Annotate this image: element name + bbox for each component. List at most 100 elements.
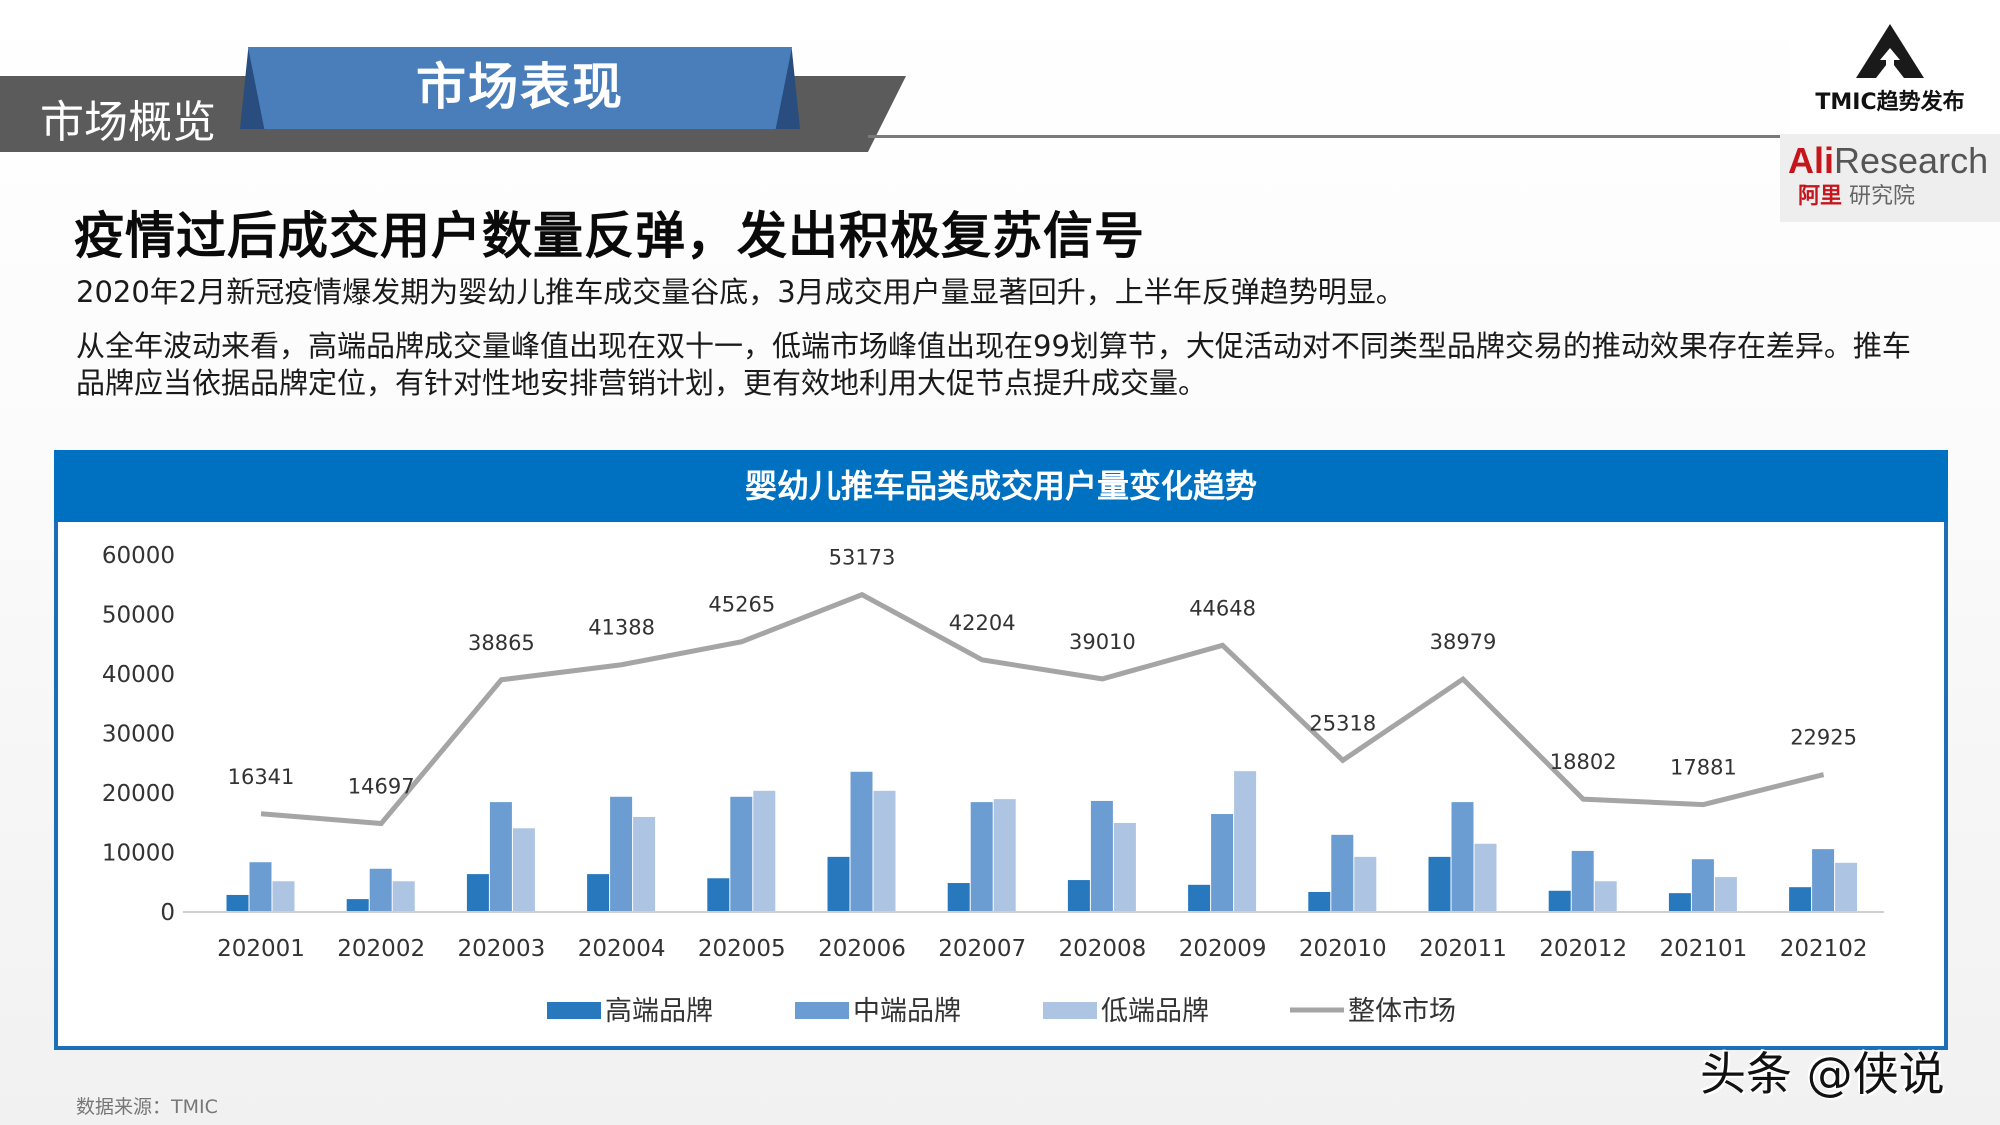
line-data-label: 38979	[1430, 630, 1497, 654]
bar-低端品牌	[1594, 881, 1617, 911]
bar-中端品牌	[970, 802, 993, 911]
bar-高端品牌	[1668, 893, 1691, 911]
section-parent-label: 市场概览	[40, 97, 216, 148]
line-data-label: 17881	[1670, 756, 1737, 780]
bar-高端品牌	[707, 878, 730, 911]
ali-cn-gray: 研究院	[1849, 184, 1916, 209]
bar-中端品牌	[730, 796, 753, 911]
bar-高端品牌	[1548, 890, 1571, 911]
bar-高端品牌	[1428, 856, 1451, 911]
bar-中端品牌	[1211, 814, 1234, 911]
bar-高端品牌	[1308, 891, 1331, 911]
bar-低端品牌	[1474, 843, 1497, 911]
header-divider	[868, 135, 1780, 138]
y-tick-label: 30000	[102, 722, 175, 748]
bar-中端品牌	[1571, 850, 1594, 911]
line-data-label: 25318	[1309, 711, 1376, 735]
x-tick-label: 202007	[938, 936, 1026, 962]
bar-低端品牌	[633, 816, 656, 911]
bar-高端品牌	[1188, 884, 1211, 911]
page-title: 疫情过后成交用户数量反弹，发出积极复苏信号	[74, 207, 1145, 265]
y-tick-label: 10000	[102, 841, 175, 867]
bar-中端品牌	[850, 771, 873, 911]
watermark: 头条 @侠说	[1700, 1047, 1945, 1101]
bar-低端品牌	[1234, 771, 1257, 911]
bar-高端品牌	[1789, 887, 1812, 911]
line-data-label: 44648	[1189, 596, 1256, 620]
legend-label: 低端品牌	[1101, 996, 1209, 1027]
bar-中端品牌	[1691, 859, 1714, 911]
chart-card	[54, 450, 1948, 1050]
tmic-logo	[1790, 18, 1990, 128]
line-data-label: 53173	[829, 546, 896, 570]
bar-低端品牌	[1835, 862, 1858, 911]
y-tick-label: 60000	[102, 543, 175, 569]
line-data-label: 22925	[1790, 726, 1857, 750]
aliresearch-cn: 阿里 研究院	[1798, 178, 1915, 210]
line-data-label: 16341	[228, 765, 295, 789]
bar-低端品牌	[272, 881, 295, 911]
x-tick-label: 202102	[1780, 936, 1868, 962]
aliresearch-logo	[1780, 134, 2000, 222]
bar-中端品牌	[489, 802, 512, 911]
line-data-label: 42204	[949, 611, 1016, 635]
bar-高端品牌	[346, 899, 369, 911]
bar-中端品牌	[1090, 800, 1113, 911]
legend-swatch	[1043, 1002, 1097, 1019]
x-tick-label: 202011	[1419, 936, 1507, 962]
y-tick-label: 0	[160, 900, 175, 926]
x-tick-label: 202002	[337, 936, 425, 962]
data-source: 数据来源：TMIC	[76, 1096, 218, 1118]
y-tick-label: 50000	[102, 603, 175, 629]
y-tick-label: 20000	[102, 781, 175, 807]
line-data-label: 41388	[588, 616, 655, 640]
x-tick-label: 202001	[217, 936, 305, 962]
x-tick-label: 202006	[818, 936, 906, 962]
line-data-label: 38865	[468, 631, 535, 655]
section-current-label: 市场表现	[416, 58, 624, 116]
bar-低端品牌	[1714, 877, 1737, 911]
legend-swatch	[795, 1002, 849, 1019]
bar-中端品牌	[369, 868, 392, 911]
bar-高端品牌	[587, 874, 610, 911]
chart-title: 婴幼儿推车品类成交用户量变化趋势	[744, 467, 1257, 505]
tmic-arrow-icon	[1856, 24, 1924, 78]
y-tick-label: 40000	[102, 662, 175, 688]
ali-brand-gray: Research	[1834, 140, 1989, 181]
x-tick-label: 202005	[698, 936, 786, 962]
bar-高端品牌	[226, 894, 249, 911]
x-tick-label: 202003	[457, 936, 545, 962]
overall-market-line	[260, 591, 1825, 827]
x-tick-label: 202101	[1659, 936, 1747, 962]
chart-header	[54, 450, 1948, 522]
summary-paragraph-2: 从全年波动来看，高端品牌成交量峰值出现在双十一，低端市场峰值出现在99划算节，大…	[76, 329, 1911, 400]
tmic-logo-text: TMIC趋势发布	[1815, 90, 1965, 115]
line-data-label: 18802	[1550, 750, 1617, 774]
line-data-label: 14697	[348, 775, 415, 799]
bar-中端品牌	[610, 796, 633, 911]
bar-中端品牌	[1331, 834, 1354, 911]
x-tick-label: 202010	[1299, 936, 1387, 962]
bar-低端品牌	[993, 799, 1016, 911]
bar-高端品牌	[827, 856, 850, 911]
x-tick-label: 202012	[1539, 936, 1627, 962]
ali-brand-red: Ali	[1788, 140, 1835, 181]
bar-中端品牌	[249, 862, 272, 911]
legend-label: 高端品牌	[605, 996, 713, 1027]
section-ribbon	[248, 47, 792, 129]
line-data-label: 39010	[1069, 630, 1136, 654]
bar-高端品牌	[466, 874, 489, 911]
bar-高端品牌	[1067, 880, 1090, 911]
line-data-label: 45265	[708, 593, 775, 617]
bar-低端品牌	[1113, 822, 1136, 911]
bar-高端品牌	[947, 883, 970, 911]
bar-中端品牌	[1451, 802, 1474, 911]
bar-低端品牌	[392, 881, 415, 911]
summary-paragraph-1: 2020年2月新冠疫情爆发期为婴幼儿推车成交量谷底，3月成交用户量显著回升，上半…	[76, 275, 1405, 309]
legend-swatch	[547, 1002, 601, 1019]
legend-label: 整体市场	[1348, 996, 1456, 1027]
x-tick-label: 202009	[1179, 936, 1267, 962]
bar-低端品牌	[753, 790, 776, 911]
aliresearch-brand: AliResearch	[1788, 140, 1988, 182]
